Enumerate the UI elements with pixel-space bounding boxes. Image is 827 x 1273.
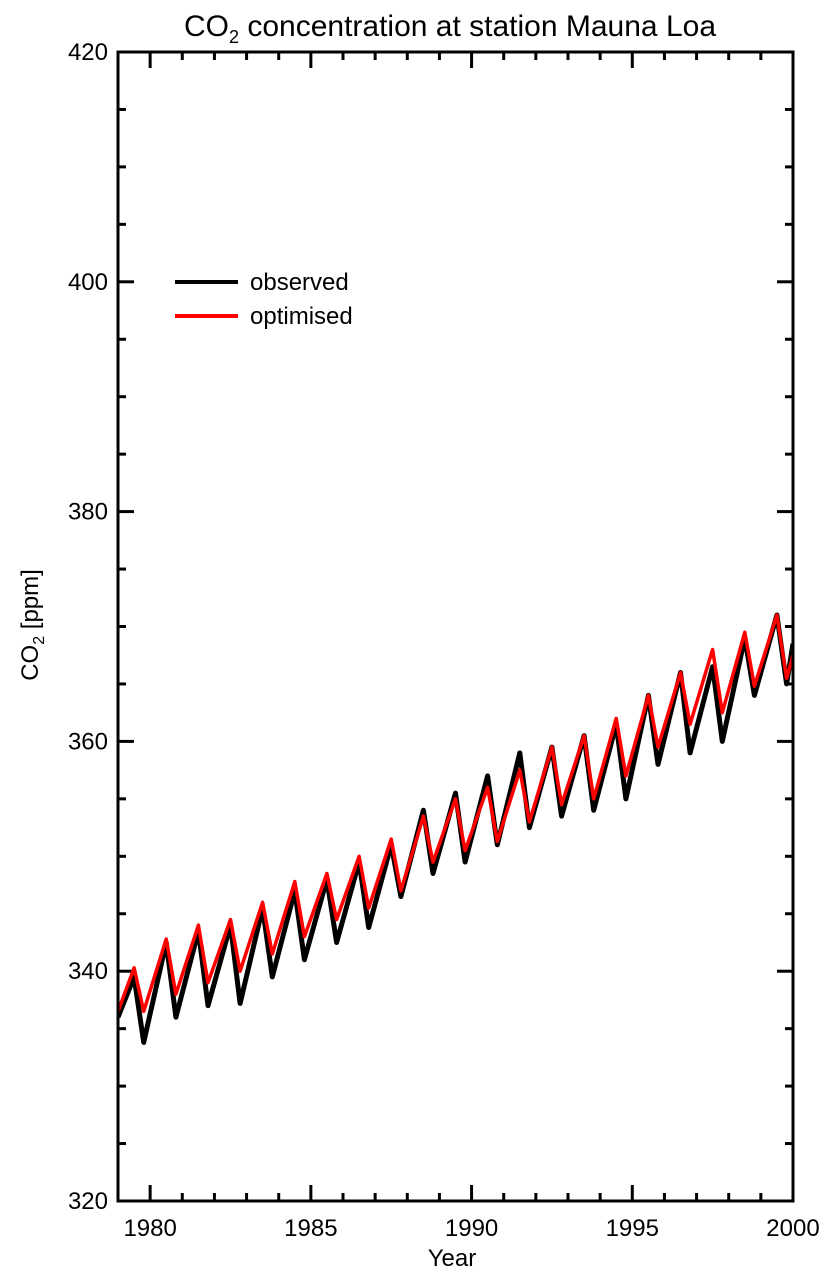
- y-tick-label: 340: [68, 958, 108, 985]
- x-tick-label: 1985: [284, 1215, 337, 1242]
- tick-labels: 1980 1985 1990 1995 2000 320 340 360 380 400 420: [68, 39, 820, 1242]
- y-tick-label: 400: [68, 269, 108, 296]
- x-axis-title: Year: [428, 1245, 477, 1272]
- plot-frame: [116, 50, 795, 1203]
- series-line-optimised: [118, 613, 793, 1014]
- x-tick-label: 1990: [445, 1215, 498, 1242]
- axis-ticks: [116, 50, 795, 1203]
- y-tick-label: 420: [68, 39, 108, 66]
- legend: observed optimised: [175, 269, 353, 330]
- series-layer: [118, 612, 793, 1045]
- y-tick-label: 320: [68, 1188, 108, 1215]
- x-tick-label: 1995: [606, 1215, 659, 1242]
- y-tick-label: 360: [68, 728, 108, 755]
- y-axis-title: CO2 [ppm]: [17, 569, 48, 681]
- legend-label-observed: observed: [250, 269, 349, 296]
- chart-title: CO2 concentration at station Mauna Loa: [184, 10, 716, 47]
- y-tick-label: 380: [68, 499, 108, 526]
- series-line-observed: [118, 612, 793, 1045]
- x-tick-label: 1980: [123, 1215, 176, 1242]
- x-tick-label: 2000: [766, 1215, 819, 1242]
- legend-label-optimised: optimised: [250, 303, 353, 330]
